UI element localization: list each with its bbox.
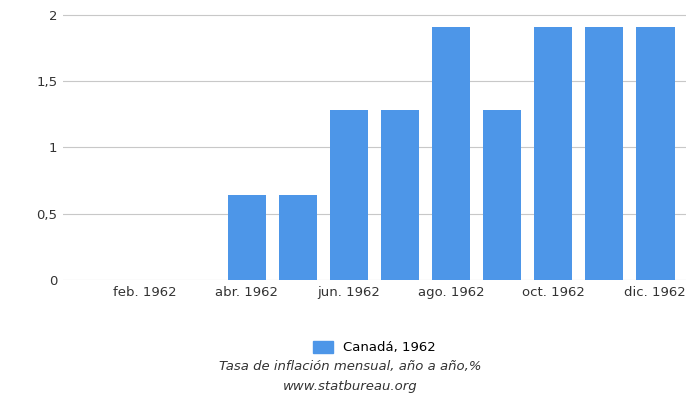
Bar <box>585 26 624 280</box>
Bar <box>381 110 419 280</box>
Bar <box>636 26 675 280</box>
Bar <box>279 195 317 280</box>
Text: Tasa de inflación mensual, año a año,%: Tasa de inflación mensual, año a año,% <box>218 360 482 373</box>
Bar <box>228 195 266 280</box>
Bar <box>483 110 522 280</box>
Bar <box>534 26 573 280</box>
Legend: Canadá, 1962: Canadá, 1962 <box>308 336 441 360</box>
Bar <box>330 110 368 280</box>
Bar <box>432 26 470 280</box>
Text: www.statbureau.org: www.statbureau.org <box>283 380 417 393</box>
